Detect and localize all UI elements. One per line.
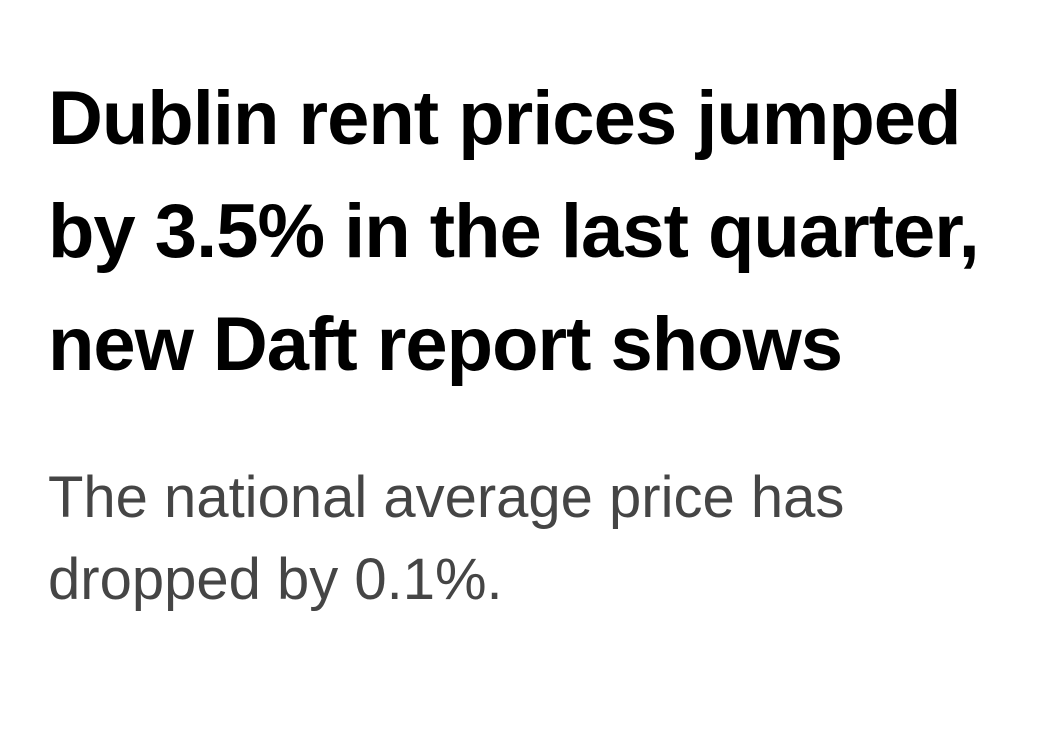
article-headline[interactable]: Dublin rent prices jumped by 3.5% in the… [48, 76, 980, 387]
article-subheadline: The national average price has dropped b… [48, 465, 845, 612]
article-header: Dublin rent prices jumped by 3.5% in the… [48, 62, 1038, 621]
